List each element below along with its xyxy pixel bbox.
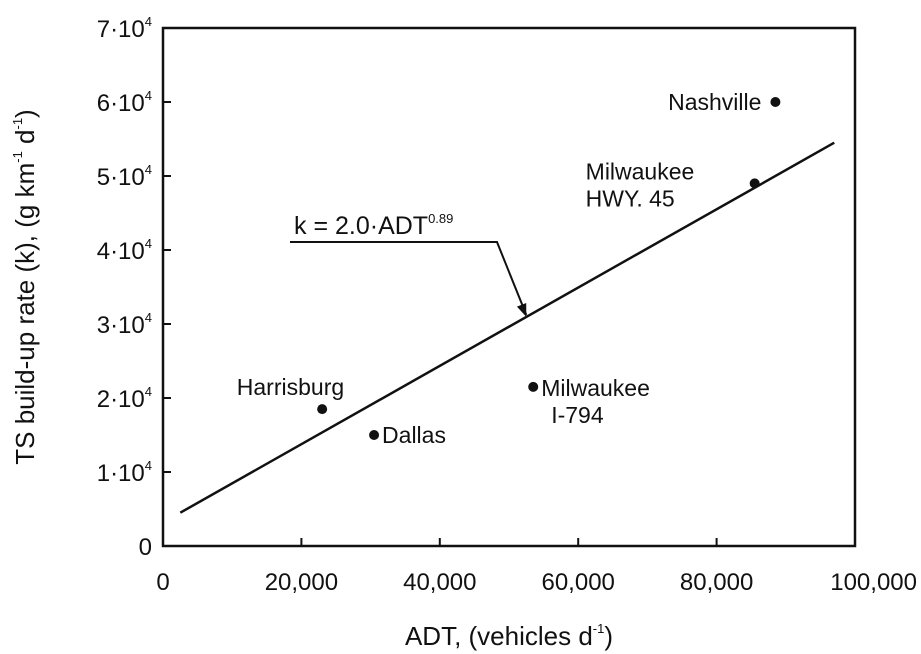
x-tick-label: 60,000 xyxy=(541,569,614,596)
y-tick-label: 0 xyxy=(139,534,152,561)
x-tick-label: 80,000 xyxy=(680,569,753,596)
fit-line-group: k = 2.0·ADT0.89 xyxy=(179,141,835,514)
equation-arrowhead xyxy=(516,303,527,317)
y-tick-label: 6·104 xyxy=(97,88,152,117)
y-tick-label: 4·104 xyxy=(97,236,152,265)
data-point-label: Dallas xyxy=(382,422,446,448)
y-axis-title: TS build-up rate (k), (g km-1 d-1) xyxy=(10,109,40,464)
fit-line xyxy=(179,141,835,514)
data-point-label: Nashville xyxy=(668,89,761,115)
x-axis-ticks: 0 20,000 40,000 60,000 80,000 100,000 xyxy=(156,538,917,596)
equation-leader-line xyxy=(290,241,528,316)
y-axis-ticks: 0 1·104 2·104 3·104 4·104 5·104 6·104 7·104 xyxy=(97,14,171,561)
y-tick-label: 7·104 xyxy=(97,14,152,43)
x-tick-label: 100,000 xyxy=(830,569,917,596)
data-point xyxy=(317,404,328,415)
plot-frame xyxy=(161,26,857,548)
data-point-label: Milwaukee HWY. 45 xyxy=(586,158,695,211)
data-points: Harrisburg Dallas Milwaukee I-794 Milwaukee H… xyxy=(237,89,781,448)
x-axis-title: ADT, (vehicles d-1) xyxy=(405,621,613,651)
x-tick-label: 40,000 xyxy=(403,569,476,596)
data-point xyxy=(749,178,760,189)
y-tick-label: 1·104 xyxy=(97,458,152,487)
data-point xyxy=(528,381,539,392)
fit-equation-label: k = 2.0·ADT0.89 xyxy=(294,211,453,240)
data-point-label: Milwaukee I-794 xyxy=(541,375,650,428)
x-tick-label: 0 xyxy=(156,569,169,596)
y-tick-label: 5·104 xyxy=(97,162,152,191)
data-point xyxy=(369,430,380,440)
data-point-label: Harrisburg xyxy=(237,374,344,400)
x-tick-label: 20,000 xyxy=(265,569,338,596)
y-tick-label: 2·104 xyxy=(97,384,152,413)
data-point xyxy=(770,97,781,107)
y-tick-label: 3·104 xyxy=(97,310,152,339)
